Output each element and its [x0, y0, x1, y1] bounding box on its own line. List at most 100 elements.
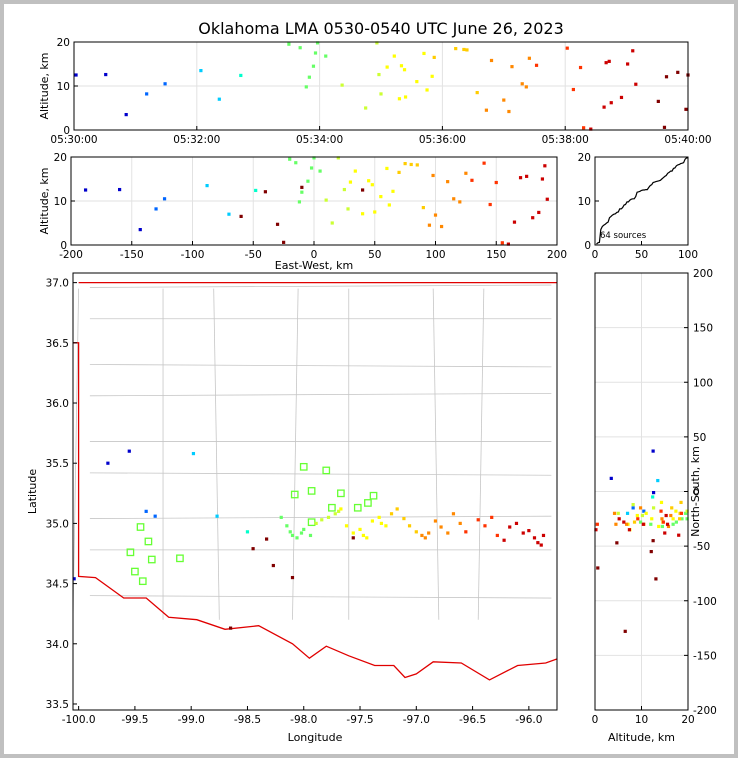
source-point [425, 88, 429, 92]
source-point [541, 533, 546, 538]
source-point [512, 220, 517, 224]
source-point [138, 228, 142, 232]
source-point [674, 509, 678, 513]
source-point [379, 92, 383, 96]
source-point [118, 187, 122, 192]
source-point [651, 495, 655, 499]
source-point [452, 197, 456, 201]
x-tick-label: -99.0 [178, 714, 205, 726]
source-point [370, 183, 374, 187]
time-height-panel: 05:30:00 05:32:00 05:34:00 05:36:00 05:38:00… [38, 37, 712, 146]
source-point [414, 530, 418, 534]
source-point [387, 203, 391, 207]
source-point [298, 46, 302, 50]
x-tick-label: -98.0 [290, 714, 317, 726]
source-point [402, 516, 406, 521]
x-tick-label: -98.5 [234, 714, 261, 726]
source-point [205, 184, 209, 188]
source-point [379, 195, 383, 199]
x-tick-label: -99.5 [121, 714, 148, 726]
source-point [565, 46, 569, 50]
y-tick-label: 100 [693, 377, 713, 389]
source-point [632, 520, 637, 524]
y-tick-label: 200 [693, 268, 713, 280]
source-point [627, 528, 632, 532]
source-point [391, 189, 395, 193]
source-point [520, 82, 524, 86]
x-tick-label: 200 [547, 249, 567, 261]
source-point [287, 42, 291, 46]
source-point [392, 54, 396, 58]
source-point [306, 179, 310, 183]
cumulative-source-line [596, 157, 688, 245]
source-point [674, 520, 678, 524]
lma-station-marker [364, 499, 372, 507]
source-point [397, 170, 401, 174]
source-point [348, 180, 353, 184]
source-point [594, 528, 598, 532]
source-point [631, 503, 635, 507]
source-point [127, 449, 131, 453]
source-point [423, 536, 427, 540]
source-point [154, 207, 158, 211]
source-point [336, 156, 340, 160]
source-point [578, 65, 583, 70]
lma-station-marker [307, 487, 316, 495]
source-point [430, 74, 434, 78]
source-point [275, 222, 280, 226]
source-point [483, 524, 487, 528]
source-point [439, 224, 444, 229]
source-point [389, 512, 394, 516]
source-point [488, 202, 492, 207]
source-point [312, 156, 316, 160]
source-point [379, 521, 384, 526]
source-count-label: 64 sources [600, 231, 647, 241]
y-tick-label: 36.5 [46, 338, 69, 350]
source-point [662, 125, 667, 129]
source-point [685, 517, 689, 521]
source-point [431, 173, 435, 178]
source-point [475, 91, 479, 95]
source-point [649, 549, 653, 554]
x-tick-label: -96.5 [459, 714, 486, 726]
source-point [326, 515, 331, 519]
source-point [636, 517, 640, 521]
source-point [245, 530, 250, 534]
source-point [609, 101, 613, 105]
source-point [684, 511, 688, 515]
lma-station-marker [307, 518, 316, 527]
north-south-xlabel: Altitude, km [608, 731, 675, 744]
y-tick-label: -150 [693, 650, 717, 662]
source-point [659, 509, 663, 513]
x-tick-label: 50 [635, 249, 648, 261]
x-tick-label: 05:32:00 [173, 134, 220, 146]
y-tick-label: 20 [57, 37, 70, 49]
source-point [656, 99, 660, 103]
source-point [604, 61, 608, 65]
source-point [340, 83, 344, 87]
source-point [373, 210, 377, 214]
source-point [251, 547, 255, 551]
source-point [518, 176, 523, 180]
lma-station-marker [322, 466, 331, 475]
source-point [199, 69, 203, 73]
source-point [446, 531, 450, 535]
x-tick-label: 05:38:00 [542, 134, 589, 146]
source-point [315, 41, 320, 45]
lma-station-marker [138, 577, 147, 586]
source-point [324, 198, 328, 202]
source-point [330, 221, 334, 225]
source-point [508, 525, 512, 529]
source-point [397, 97, 402, 101]
source-point [433, 519, 438, 523]
source-point [454, 47, 458, 51]
x-tick-label: 150 [486, 249, 506, 261]
source-point [299, 531, 304, 535]
source-point [402, 68, 407, 72]
source-point [263, 190, 267, 194]
county-line [477, 288, 485, 620]
source-point [385, 65, 389, 69]
source-point [458, 521, 462, 526]
source-point [595, 522, 599, 526]
source-point [282, 240, 286, 244]
